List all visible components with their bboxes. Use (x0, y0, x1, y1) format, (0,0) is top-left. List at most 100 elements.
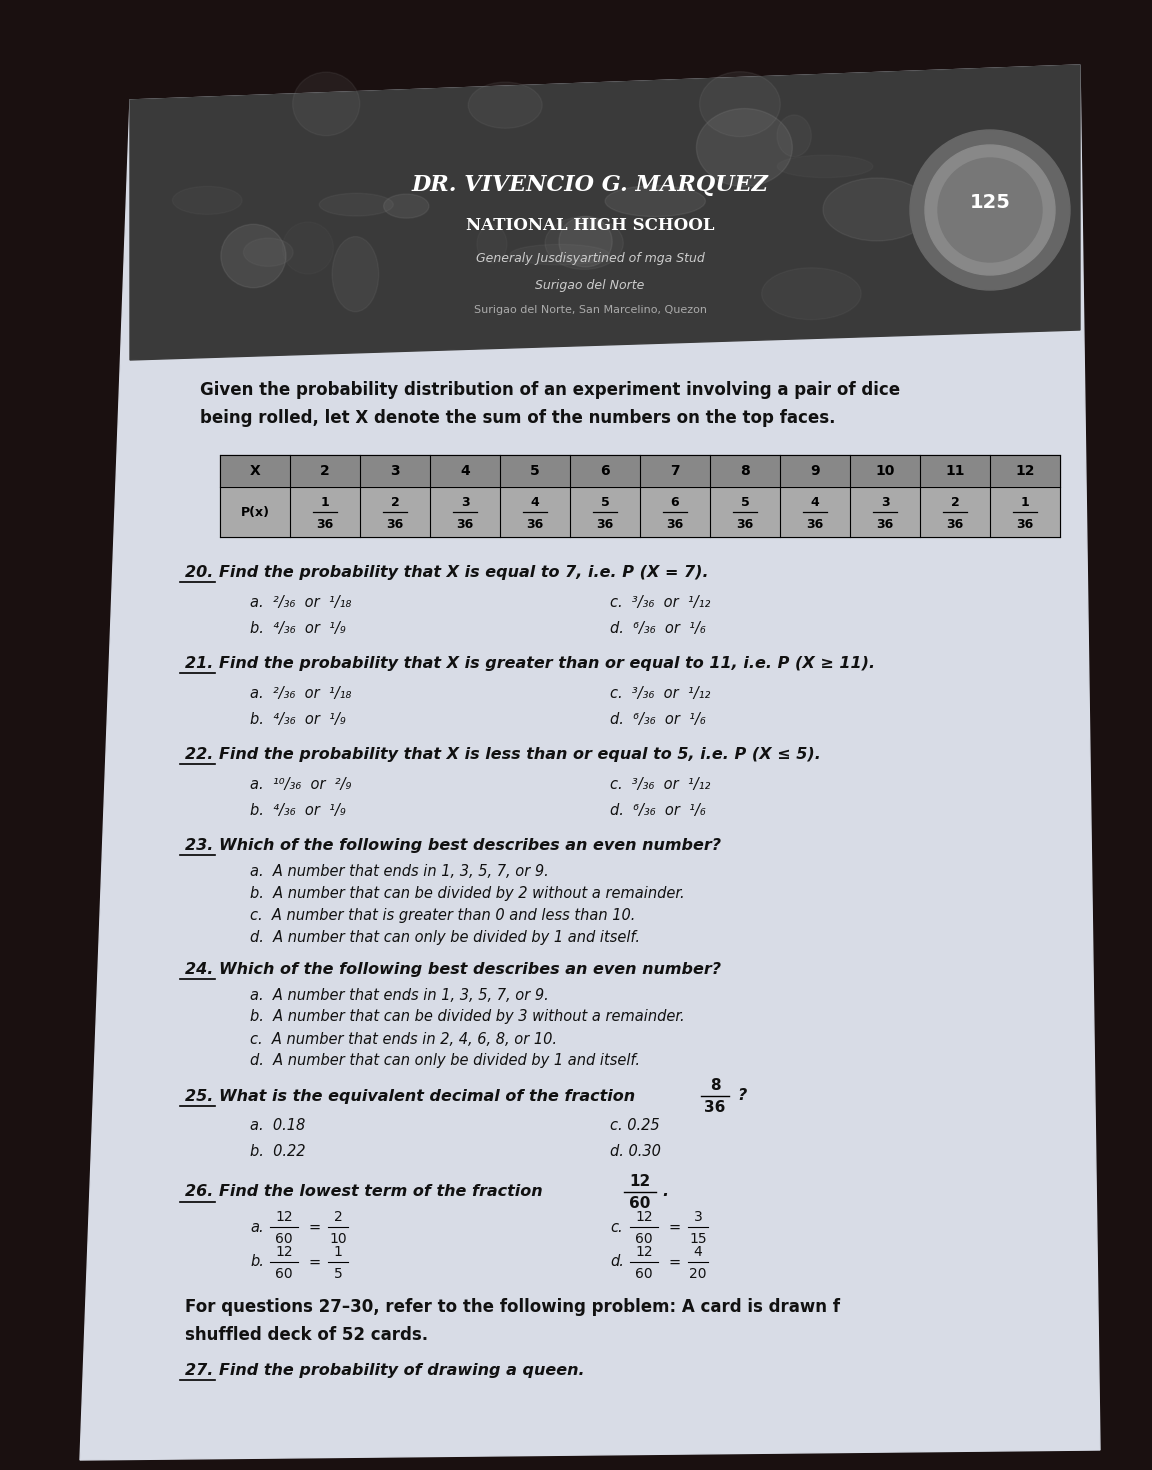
Text: =: = (308, 1254, 320, 1270)
Text: 60: 60 (629, 1197, 651, 1211)
Text: a.  0.18: a. 0.18 (250, 1119, 305, 1133)
Text: d.  A number that can only be divided by 1 and itself.: d. A number that can only be divided by … (250, 929, 641, 945)
Text: 36: 36 (526, 517, 544, 531)
Text: 36: 36 (597, 517, 614, 531)
Text: d.  ⁶/₃₆  or  ¹/₆: d. ⁶/₃₆ or ¹/₆ (611, 711, 706, 726)
Circle shape (938, 157, 1043, 262)
Text: 36: 36 (947, 517, 963, 531)
Text: Generaly Jusdisyartined of mga Stud: Generaly Jusdisyartined of mga Stud (476, 251, 704, 265)
Text: b.  A number that can be divided by 2 without a remainder.: b. A number that can be divided by 2 wit… (250, 885, 684, 901)
Text: d.  ⁶/₃₆  or  ¹/₆: d. ⁶/₃₆ or ¹/₆ (611, 803, 706, 817)
Ellipse shape (545, 216, 623, 269)
Text: 6: 6 (670, 495, 680, 509)
Text: Given the probability distribution of an experiment involving a pair of dice: Given the probability distribution of an… (200, 381, 900, 398)
Text: a.  A number that ends in 1, 3, 5, 7, or 9.: a. A number that ends in 1, 3, 5, 7, or … (250, 988, 548, 1003)
Text: 36: 36 (877, 517, 894, 531)
Text: c.  A number that is greater than 0 and less than 10.: c. A number that is greater than 0 and l… (250, 907, 636, 923)
Ellipse shape (761, 268, 862, 319)
Text: 125: 125 (970, 193, 1010, 212)
Text: being rolled, let X denote the sum of the numbers on the top faces.: being rolled, let X denote the sum of th… (200, 409, 835, 426)
Text: =: = (668, 1220, 680, 1235)
Text: 22. Find the probability that X is less than or equal to 5, i.e. P (X ≤ 5).: 22. Find the probability that X is less … (185, 747, 821, 761)
Text: d.  A number that can only be divided by 1 and itself.: d. A number that can only be divided by … (250, 1054, 641, 1069)
Text: d.  ⁶/₃₆  or  ¹/₆: d. ⁶/₃₆ or ¹/₆ (611, 620, 706, 635)
Ellipse shape (173, 187, 242, 215)
Text: d.: d. (611, 1254, 624, 1270)
Text: 3: 3 (694, 1210, 703, 1225)
Text: b.  ⁴/₃₆  or  ¹/₉: b. ⁴/₃₆ or ¹/₉ (250, 711, 346, 726)
Text: 23. Which of the following best describes an even number?: 23. Which of the following best describe… (185, 838, 721, 853)
Text: a.: a. (250, 1220, 264, 1235)
Text: 5: 5 (600, 495, 609, 509)
Text: 26. Find the lowest term of the fraction: 26. Find the lowest term of the fraction (185, 1185, 543, 1200)
Ellipse shape (293, 72, 359, 135)
Text: 36: 36 (456, 517, 473, 531)
Ellipse shape (559, 216, 612, 268)
Text: 3: 3 (391, 465, 400, 478)
Text: c.  A number that ends in 2, 4, 6, 8, or 10.: c. A number that ends in 2, 4, 6, 8, or … (250, 1032, 558, 1047)
Text: c.  ³/₃₆  or  ¹/₁₂: c. ³/₃₆ or ¹/₁₂ (611, 776, 711, 791)
Bar (220, 487, 1060, 537)
Text: 9: 9 (810, 465, 820, 478)
Text: .: . (662, 1185, 668, 1200)
Text: a.  ²/₃₆  or  ¹/₁₈: a. ²/₃₆ or ¹/₁₈ (250, 685, 351, 701)
Text: shuffled deck of 52 cards.: shuffled deck of 52 cards. (185, 1326, 429, 1344)
Text: =: = (668, 1254, 680, 1270)
Text: 8: 8 (740, 465, 750, 478)
Text: 4: 4 (811, 495, 819, 509)
Text: c.: c. (611, 1220, 622, 1235)
Text: 5: 5 (334, 1267, 342, 1280)
Text: Surigao del Norte, San Marcelino, Quezon: Surigao del Norte, San Marcelino, Quezon (473, 304, 706, 315)
Text: 12: 12 (635, 1210, 653, 1225)
Ellipse shape (243, 238, 293, 266)
Text: 3: 3 (880, 495, 889, 509)
Circle shape (925, 146, 1055, 275)
Text: 2: 2 (320, 465, 329, 478)
Text: For questions 27–30, refer to the following problem: A card is drawn f: For questions 27–30, refer to the follow… (185, 1298, 840, 1316)
Text: DR. VIVENCIO G. MARQUEZ: DR. VIVENCIO G. MARQUEZ (411, 173, 768, 196)
Ellipse shape (699, 72, 780, 137)
Ellipse shape (510, 244, 609, 265)
Ellipse shape (282, 222, 333, 273)
Text: 60: 60 (635, 1232, 653, 1247)
Text: 1: 1 (334, 1245, 342, 1258)
Text: 5: 5 (530, 465, 540, 478)
Ellipse shape (384, 194, 429, 218)
Text: 10: 10 (329, 1232, 347, 1247)
Text: 12: 12 (629, 1175, 651, 1189)
Text: b.  A number that can be divided by 3 without a remainder.: b. A number that can be divided by 3 wit… (250, 1010, 684, 1025)
Text: d. 0.30: d. 0.30 (611, 1145, 661, 1160)
Text: b.  ⁴/₃₆  or  ¹/₉: b. ⁴/₃₆ or ¹/₉ (250, 620, 346, 635)
Text: =: = (308, 1220, 320, 1235)
Ellipse shape (477, 225, 507, 263)
Text: 4: 4 (694, 1245, 703, 1258)
Text: c.  ³/₃₆  or  ¹/₁₂: c. ³/₃₆ or ¹/₁₂ (611, 594, 711, 610)
Text: 2: 2 (950, 495, 960, 509)
Text: 8: 8 (710, 1079, 720, 1094)
Text: 60: 60 (635, 1267, 653, 1280)
Text: 20: 20 (689, 1267, 706, 1280)
Ellipse shape (776, 115, 811, 157)
Text: b.  0.22: b. 0.22 (250, 1145, 305, 1160)
Text: 1: 1 (1021, 495, 1030, 509)
Text: 6: 6 (600, 465, 609, 478)
Text: b.: b. (250, 1254, 264, 1270)
Text: 3: 3 (461, 495, 469, 509)
Text: 25. What is the equivalent decimal of the fraction: 25. What is the equivalent decimal of th… (185, 1088, 635, 1104)
Text: c.  ³/₃₆  or  ¹/₁₂: c. ³/₃₆ or ¹/₁₂ (611, 685, 711, 701)
Text: 4: 4 (531, 495, 539, 509)
Text: 36: 36 (736, 517, 753, 531)
Ellipse shape (605, 185, 705, 216)
Text: 11: 11 (946, 465, 964, 478)
Ellipse shape (332, 237, 379, 312)
Text: 24. Which of the following best describes an even number?: 24. Which of the following best describe… (185, 961, 721, 976)
Text: ?: ? (737, 1088, 746, 1104)
Text: 36: 36 (704, 1101, 726, 1116)
Text: a.  A number that ends in 1, 3, 5, 7, or 9.: a. A number that ends in 1, 3, 5, 7, or … (250, 863, 548, 879)
Ellipse shape (221, 225, 286, 288)
Text: b.  ⁴/₃₆  or  ¹/₉: b. ⁴/₃₆ or ¹/₉ (250, 803, 346, 817)
Text: P(x): P(x) (241, 506, 270, 519)
Text: 36: 36 (1016, 517, 1033, 531)
Polygon shape (130, 65, 1081, 360)
Text: 36: 36 (386, 517, 403, 531)
